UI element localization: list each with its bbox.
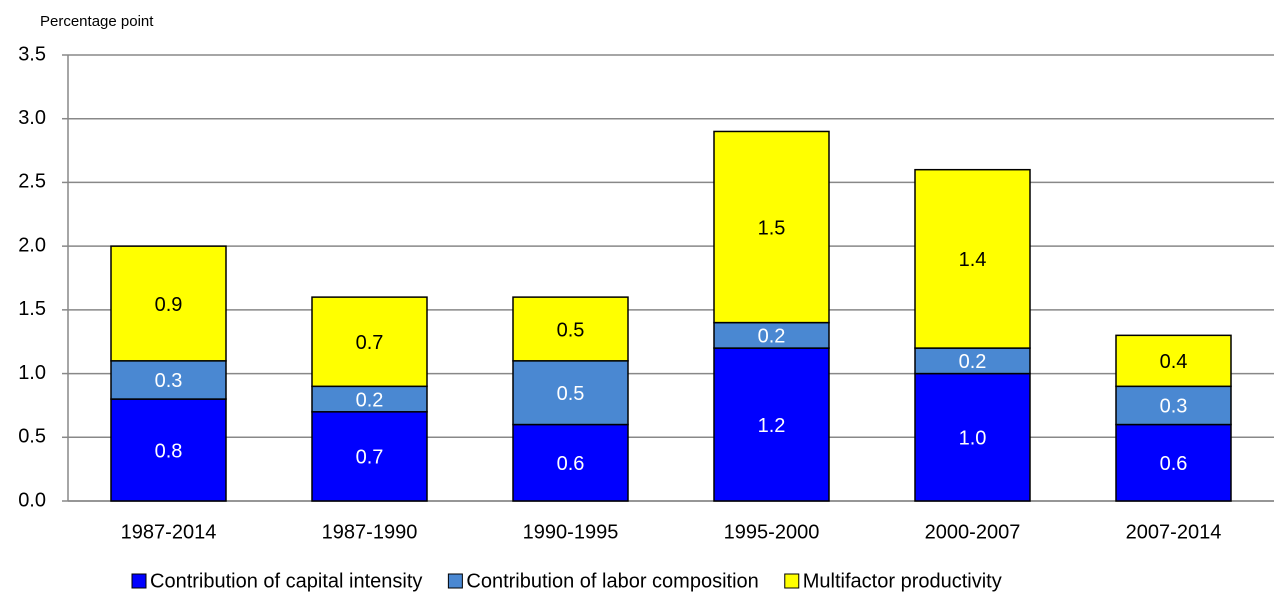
x-tick-label: 1990-1995: [523, 521, 619, 543]
legend-marker: [447, 573, 463, 589]
bar-segment: [311, 296, 428, 388]
y-axis-label: Percentage point: [40, 13, 154, 30]
legend-label: Multifactor productivity: [803, 570, 1002, 592]
x-tick-label: 1995-2000: [724, 521, 820, 543]
data-label: 0.7: [356, 447, 384, 469]
y-tick-label: 1.0: [18, 362, 46, 384]
data-label: 0.3: [155, 370, 183, 392]
data-label: 1.2: [758, 415, 786, 437]
data-label: 0.6: [1160, 453, 1188, 475]
y-tick-label: 2.5: [18, 171, 46, 193]
bar-segment: [1115, 423, 1232, 502]
data-label: 0.5: [557, 319, 585, 341]
bar-segment: [311, 411, 428, 502]
bar-segment: [1115, 385, 1232, 426]
bar-segment: [713, 321, 830, 349]
bar-segment: [512, 296, 629, 362]
data-label: 0.6: [557, 453, 585, 475]
data-label: 0.8: [155, 440, 183, 462]
bar-segment: [914, 347, 1031, 375]
legend-label: Contribution of labor composition: [466, 570, 758, 592]
x-tick-label: 2007-2014: [1126, 521, 1222, 543]
bar-segment: [914, 168, 1031, 349]
data-label: 0.9: [155, 294, 183, 316]
y-tick-label: 3.0: [18, 107, 46, 129]
bar-segment: [110, 245, 227, 362]
data-label: 1.5: [758, 217, 786, 239]
x-tick-label: 1987-2014: [121, 521, 217, 543]
bar-segment: [713, 130, 830, 324]
bar-segment: [1115, 334, 1232, 388]
y-tick-label: 0.0: [18, 489, 46, 511]
bar-segment: [713, 347, 830, 502]
x-tick-label: 2000-2007: [925, 521, 1021, 543]
legend-marker: [784, 573, 800, 589]
data-label: 1.4: [959, 249, 987, 271]
data-label: 0.2: [356, 389, 384, 411]
bar-segment: [914, 372, 1031, 502]
data-label: 0.5: [557, 383, 585, 405]
legend-label: Contribution of capital intensity: [150, 570, 422, 592]
y-tick-label: 1.5: [18, 298, 46, 320]
y-tick-label: 0.5: [18, 426, 46, 448]
data-label: 1.0: [959, 428, 987, 450]
y-tick-label: 2.0: [18, 234, 46, 256]
data-label: 0.4: [1160, 351, 1188, 373]
y-tick-label: 3.5: [18, 43, 46, 65]
data-label: 0.2: [959, 351, 987, 373]
data-label: 0.2: [758, 326, 786, 348]
data-label: 0.3: [1160, 396, 1188, 418]
bar-segment: [311, 385, 428, 413]
legend-marker: [131, 573, 147, 589]
bar-segment: [512, 423, 629, 502]
data-label: 0.7: [356, 332, 384, 354]
x-tick-label: 1987-1990: [322, 521, 418, 543]
